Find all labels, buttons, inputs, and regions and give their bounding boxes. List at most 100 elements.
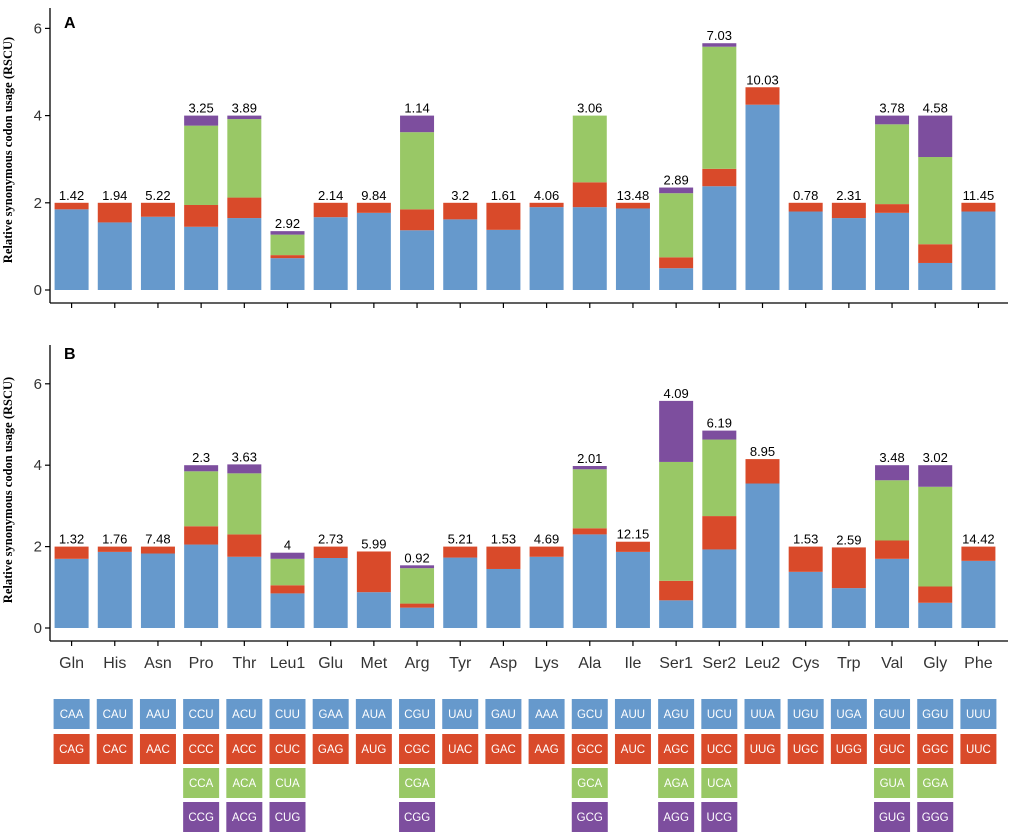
codon-label: CAA: [60, 709, 84, 721]
data-label: 1.14: [404, 101, 429, 116]
data-label: 3.2: [451, 188, 469, 203]
codon-label: CCU: [189, 709, 214, 721]
codon-label: AGG: [663, 812, 689, 824]
bar-segment-glu-1: [313, 217, 348, 290]
data-label: 0.78: [793, 188, 818, 203]
codon-box: [355, 734, 392, 764]
bar-segment-thr-4: [227, 464, 262, 474]
codon-label: AUG: [361, 744, 386, 756]
codon-box: [917, 768, 954, 798]
bar-segment-ile-2: [615, 541, 650, 552]
x-tick-label-leu1: Leu1: [270, 655, 306, 672]
bar-segment-leu1-4: [270, 552, 305, 559]
codon-label: AGC: [664, 744, 689, 756]
codon-box: [614, 734, 651, 764]
bar-segment-lys-2: [529, 202, 564, 208]
bar-segment-thr-2: [227, 534, 262, 557]
bar-segment-pro-2: [184, 526, 219, 545]
bar-segment-ser1-4: [659, 187, 694, 194]
codon-box: [571, 699, 608, 729]
bar-segment-ser2-2: [702, 516, 737, 550]
codon-box: [830, 699, 867, 729]
bar-segment-phe-2: [961, 546, 996, 561]
x-tick-label-ile: Ile: [624, 655, 641, 672]
y-tick-label: 2: [34, 195, 42, 212]
bar-segment-leu2-1: [745, 104, 780, 290]
bar-segment-glu-2: [313, 202, 348, 218]
codon-label: GGG: [922, 812, 949, 824]
x-tick-label-glu: Glu: [318, 655, 343, 672]
codon-box: [53, 699, 90, 729]
codon-label: GUG: [879, 812, 905, 824]
codon-label: CCA: [189, 778, 214, 790]
codon-box: [139, 734, 176, 764]
bar-segment-val-4: [875, 465, 910, 481]
x-tick-label-phe: Phe: [964, 655, 993, 672]
y-tick-label: 4: [34, 457, 42, 474]
x-tick-label-thr: Thr: [232, 655, 257, 672]
codon-box: [658, 734, 695, 764]
codon-label: CUG: [275, 812, 301, 824]
codon-label: GGA: [922, 778, 948, 790]
data-label: 1.53: [491, 532, 516, 547]
panel-label: B: [64, 346, 76, 363]
bar-segment-arg-1: [400, 607, 435, 628]
x-tick-label-ala: Ala: [578, 655, 601, 672]
codon-box: [874, 734, 911, 764]
codon-box: [701, 699, 738, 729]
codon-label: GCG: [577, 812, 603, 824]
bar-segment-asn-1: [140, 216, 175, 290]
data-label: 2.31: [836, 188, 861, 203]
bar-segment-leu1-3: [270, 558, 305, 586]
codon-box: [399, 802, 436, 832]
bar-segment-thr-2: [227, 197, 262, 219]
codon-label: UUU: [966, 709, 991, 721]
bar-segment-leu1-3: [270, 234, 305, 256]
bar-segment-pro-4: [184, 115, 219, 126]
bar-segment-ser1-2: [659, 257, 694, 269]
data-label: 5.22: [145, 188, 170, 203]
bar-segment-lys-1: [529, 556, 564, 628]
bar-segment-gln-2: [54, 202, 89, 210]
data-label: 3.63: [232, 449, 257, 464]
bar-segment-ser1-1: [659, 600, 694, 628]
codon-box: [399, 768, 436, 798]
data-label: 8.95: [750, 444, 775, 459]
x-tick-label-arg: Arg: [405, 655, 430, 672]
codon-box: [442, 734, 479, 764]
data-label: 7.48: [145, 532, 170, 547]
bar-segment-ser2-1: [702, 186, 737, 290]
bar-segment-asn-2: [140, 546, 175, 554]
bar-segment-phe-1: [961, 560, 996, 628]
bar-segment-gly-2: [918, 586, 953, 603]
x-tick-label-asn: Asn: [144, 655, 172, 672]
x-tick-label-val: Val: [881, 655, 903, 672]
codon-label: GAA: [319, 709, 344, 721]
bar-segment-ala-3: [572, 115, 607, 183]
codon-label: AAA: [535, 709, 558, 721]
x-tick-label-asp: Asp: [490, 655, 518, 672]
data-label: 14.42: [962, 532, 995, 547]
x-tick-label-leu2: Leu2: [745, 655, 781, 672]
bar-segment-ser2-1: [702, 549, 737, 628]
bar-segment-cys-2: [788, 546, 823, 572]
codon-box: [960, 734, 997, 764]
codon-label: UUG: [750, 744, 776, 756]
data-label: 2.73: [318, 532, 343, 547]
data-label: 1.53: [793, 532, 818, 547]
y-tick-label: 0: [34, 282, 42, 299]
codon-label: UGU: [793, 709, 819, 721]
bar-segment-ala-2: [572, 182, 607, 208]
codon-label: GAG: [318, 744, 344, 756]
codon-label: GCA: [577, 778, 602, 790]
bar-segment-cys-1: [788, 211, 823, 290]
data-label: 3.89: [232, 101, 257, 116]
bar-segment-ser1-2: [659, 580, 694, 601]
codon-label: CGU: [404, 709, 430, 721]
x-tick-label-gln: Gln: [59, 655, 84, 672]
data-label: 4.09: [663, 386, 688, 401]
codon-label: ACC: [232, 744, 256, 756]
bar-segment-ile-1: [615, 551, 650, 628]
bar-segment-cys-2: [788, 202, 823, 212]
bar-segment-arg-2: [400, 209, 435, 231]
